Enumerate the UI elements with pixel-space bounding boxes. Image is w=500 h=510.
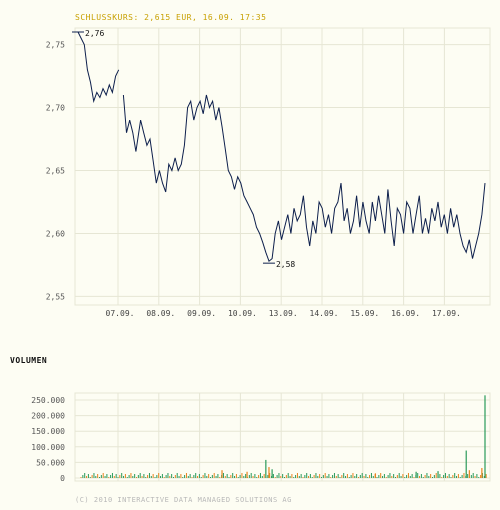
x-tick-label: 15.09. <box>350 309 379 318</box>
volume-y-tick-label: 100.000 <box>31 443 65 452</box>
plot-area <box>74 27 491 306</box>
max-label: 2,76 <box>85 29 104 38</box>
y-tick-label: 2,70 <box>46 104 65 113</box>
y-tick-label: 2,75 <box>46 41 65 50</box>
x-tick-label: 09.09. <box>187 309 216 318</box>
x-tick-label: 08.09. <box>146 309 175 318</box>
price-chart: 2,55 2,60 2,65 2,70 2,75 07.09. 08.09. 09.09. 10… <box>46 27 491 318</box>
x-tick-label: 07.09. <box>106 309 135 318</box>
y-tick-label: 2,65 <box>46 167 65 176</box>
x-tick-label: 10.09. <box>228 309 257 318</box>
x-tick-label: 13.09. <box>269 309 298 318</box>
min-label: 2,58 <box>276 260 295 269</box>
x-tick-label: 14.09. <box>310 309 339 318</box>
volume-y-tick-label: 250.000 <box>31 396 65 405</box>
price-line <box>122 94 486 263</box>
price-chart-title: SCHLUSSKURS: 2,615 EUR, 16.09. 17:35 <box>75 13 267 22</box>
copyright-text: (C) 2010 INTERACTIVE DATA MANAGED SOLUTI… <box>75 496 292 504</box>
volume-y-tick-label: 0 <box>60 474 65 483</box>
price-line <box>77 31 120 104</box>
y-tick-label: 2,60 <box>46 229 65 238</box>
volume-y-tick-label: 200.000 <box>31 412 65 421</box>
volume-y-tick-label: 50.000 <box>36 458 65 467</box>
x-tick-label: 16.09. <box>391 309 420 318</box>
y-tick-label: 2,55 <box>46 292 65 301</box>
volume-chart-title: VOLUMEN <box>10 356 48 365</box>
volume-plot-area <box>74 392 491 482</box>
x-tick-label: 17.09. <box>432 309 461 318</box>
volume-y-tick-label: 150.000 <box>31 427 65 436</box>
